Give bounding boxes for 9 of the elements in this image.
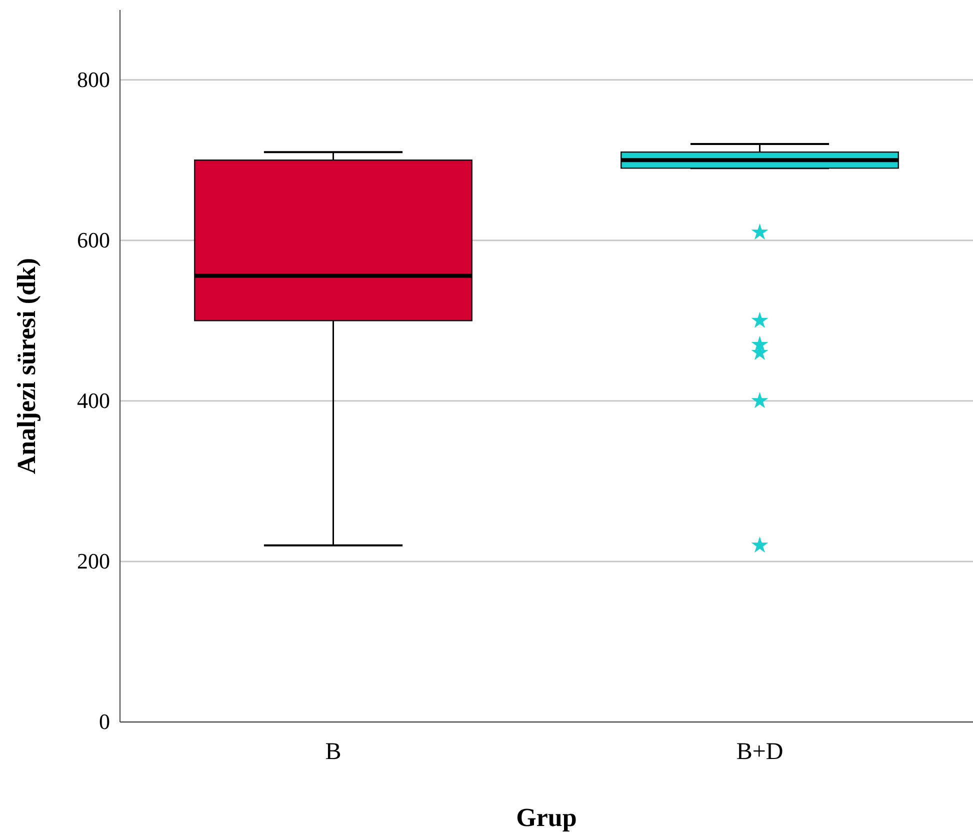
y-axis-title: Analjezi süresi (dk) [12, 258, 41, 474]
x-tick-label: B+D [736, 739, 784, 766]
y-tick-label: 0 [99, 709, 110, 734]
x-tick-label: B [325, 739, 342, 766]
y-tick-label: 200 [77, 548, 110, 574]
y-tick-label: 600 [77, 227, 110, 252]
x-axis-title: Grup [516, 803, 577, 832]
y-tick-label: 400 [77, 388, 110, 413]
y-tick-label: 800 [77, 66, 110, 92]
